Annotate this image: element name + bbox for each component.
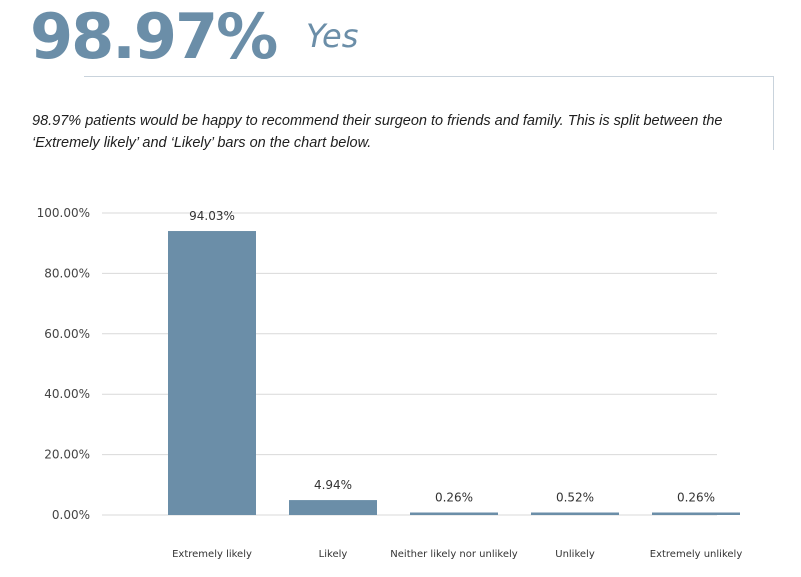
header-divider-vertical <box>773 76 774 150</box>
headline-answer: Yes <box>306 17 359 55</box>
category-label: Unlikely <box>555 549 595 560</box>
y-tick-label: 60.00% <box>44 327 90 341</box>
y-tick-label: 100.00% <box>37 206 90 220</box>
bar <box>289 500 377 515</box>
data-label: 0.26% <box>677 491 715 505</box>
bars <box>168 231 740 515</box>
y-tick-label: 0.00% <box>52 508 90 522</box>
header-divider <box>84 76 774 77</box>
category-labels: Extremely likely Likely Neither likely nor… <box>172 549 742 560</box>
data-label: 4.94% <box>314 478 352 492</box>
data-label: 94.03% <box>189 209 235 223</box>
data-label: 0.52% <box>556 491 594 505</box>
category-label: Likely <box>319 549 348 560</box>
bar <box>168 231 256 515</box>
bar <box>531 512 619 515</box>
data-label: 0.26% <box>435 491 473 505</box>
category-label: Extremely likely <box>172 549 252 560</box>
y-tick-label: 80.00% <box>44 266 90 280</box>
summary-text: 98.97% patients would be happy to recomm… <box>32 112 723 151</box>
y-axis-ticks: 0.00% 20.00% 40.00% 60.00% 80.00% 100.00% <box>37 206 90 522</box>
headline-stat: 98.97% <box>30 0 278 73</box>
category-label: Extremely unlikely <box>650 549 743 560</box>
bar <box>410 512 498 515</box>
y-tick-label: 20.00% <box>44 448 90 462</box>
category-label: Neither likely nor unlikely <box>390 549 517 560</box>
bar <box>652 512 740 515</box>
data-labels: 94.03% 4.94% 0.26% 0.52% 0.26% <box>189 209 715 504</box>
y-tick-label: 40.00% <box>44 387 90 401</box>
bar-chart: 0.00% 20.00% 40.00% 60.00% 80.00% 100.00% 94.… <box>37 206 743 560</box>
